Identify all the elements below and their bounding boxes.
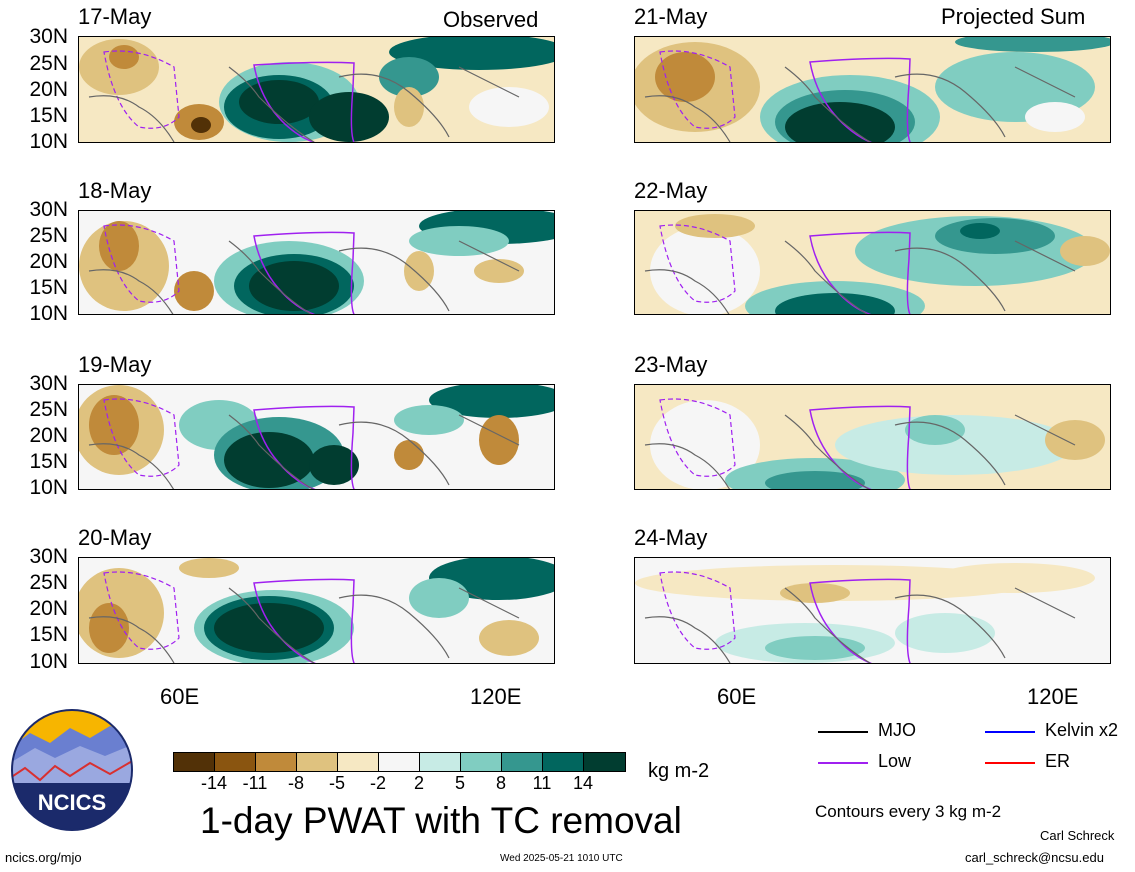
lat-label: 10N <box>29 476 68 499</box>
colorbar-tick: 11 <box>532 773 552 793</box>
lat-label: 10N <box>29 302 68 325</box>
map-panel-observed-2 <box>78 210 555 315</box>
legend-line-mjo <box>818 731 868 733</box>
author-name: Carl Schreck <box>1040 828 1115 843</box>
colorbar-swatch <box>338 753 379 771</box>
colorbar-tick: 5 <box>454 773 465 793</box>
colorbar-tick: -8 <box>287 773 304 793</box>
source-url: ncics.org/mjo <box>5 850 82 865</box>
pwat-field <box>635 211 1110 314</box>
date-label: 21-May <box>634 4 708 29</box>
date-label: 22-May <box>634 178 708 203</box>
colorbar-swatch <box>461 753 502 771</box>
colorbar-unit: kg m-2 <box>648 760 710 782</box>
legend-line-low <box>818 762 868 764</box>
date-label: 18-May <box>78 178 152 203</box>
pwat-field <box>79 558 554 663</box>
colorbar-tick: 2 <box>413 773 424 793</box>
lat-label: 15N <box>29 623 68 646</box>
lat-label: 15N <box>29 104 68 127</box>
colorbar-swatch <box>215 753 256 771</box>
lon-label: 120E <box>1027 684 1079 709</box>
date-label: 20-May <box>78 525 152 550</box>
lon-label: 60E <box>717 684 757 709</box>
contour-note: Contours every 3 kg m-2 <box>815 802 1002 821</box>
colorbar-swatch <box>420 753 461 771</box>
colorbar-tick: -11 <box>242 773 268 793</box>
pwat-field <box>79 385 554 489</box>
lat-label: 30N <box>29 198 68 221</box>
legend-label-er: ER <box>1045 751 1071 771</box>
lat-label: 30N <box>29 545 68 568</box>
lat-label: 30N <box>29 25 68 48</box>
projected-header: Projected Sum <box>941 4 1086 29</box>
lat-label: 25N <box>29 224 68 247</box>
pwat-field <box>79 37 554 142</box>
colorbar-swatch <box>502 753 543 771</box>
colorbar <box>173 752 626 772</box>
timestamp: Wed 2025-05-21 1010 UTC <box>500 853 623 864</box>
colorbar-tick: -5 <box>328 773 345 793</box>
observed-header: Observed <box>443 7 539 32</box>
colorbar-tick: 14 <box>572 773 594 793</box>
pwat-field <box>635 558 1110 663</box>
colorbar-swatch <box>584 753 625 771</box>
legend-label-low: Low <box>878 751 912 771</box>
legend-line-kelvin <box>985 731 1035 733</box>
map-panel-projected-2 <box>634 210 1111 315</box>
lat-label: 25N <box>29 52 68 75</box>
logo-text: NCICS <box>37 790 107 815</box>
lat-label: 25N <box>29 398 68 421</box>
lat-label: 15N <box>29 276 68 299</box>
author-email: carl_schreck@ncsu.edu <box>965 850 1104 865</box>
lon-label: 120E <box>470 684 522 709</box>
lat-label: 20N <box>29 78 68 101</box>
colorbar-swatch <box>256 753 297 771</box>
colorbar-swatch <box>174 753 215 771</box>
lat-label: 10N <box>29 650 68 673</box>
pwat-field <box>79 211 554 314</box>
colorbar-swatch <box>297 753 338 771</box>
date-label: 23-May <box>634 352 708 377</box>
lat-label: 25N <box>29 571 68 594</box>
map-panel-observed-4 <box>78 557 555 664</box>
date-label: 24-May <box>634 525 708 550</box>
colorbar-swatch <box>379 753 420 771</box>
date-label: 17-May <box>78 4 152 29</box>
lat-label: 20N <box>29 597 68 620</box>
colorbar-tick: -2 <box>369 773 386 793</box>
colorbar-swatch <box>543 753 584 771</box>
lat-label: 20N <box>29 424 68 447</box>
pwat-field <box>635 37 1110 142</box>
legend-label-mjo: MJO <box>878 720 916 740</box>
lat-label: 30N <box>29 372 68 395</box>
ncics-logo: NCICS <box>10 708 134 832</box>
legend-line-er <box>985 762 1035 764</box>
map-panel-projected-3 <box>634 384 1111 490</box>
map-panel-projected-1 <box>634 36 1111 143</box>
colorbar-tick: -14 <box>200 773 227 793</box>
lat-label: 15N <box>29 450 68 473</box>
lon-label: 60E <box>160 684 200 709</box>
lat-label: 10N <box>29 130 68 153</box>
figure-title: 1-day PWAT with TC removal <box>200 800 682 841</box>
map-panel-observed-3 <box>78 384 555 490</box>
date-label: 19-May <box>78 352 152 377</box>
map-panel-projected-4 <box>634 557 1111 664</box>
map-panel-observed-1 <box>78 36 555 143</box>
colorbar-tick: 8 <box>495 773 506 793</box>
pwat-field <box>635 385 1110 489</box>
legend-label-kelvin: Kelvin x2 <box>1045 720 1119 740</box>
lat-label: 20N <box>29 250 68 273</box>
